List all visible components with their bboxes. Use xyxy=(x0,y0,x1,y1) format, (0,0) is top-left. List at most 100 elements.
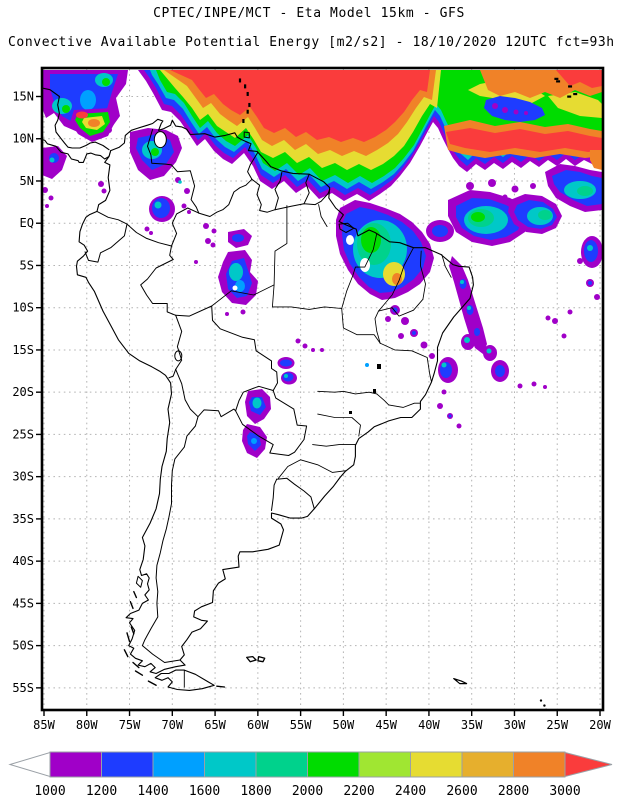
country-border xyxy=(303,173,310,205)
cape-dot xyxy=(420,341,428,349)
cape-dot xyxy=(284,374,288,378)
central-america-pacific-coast xyxy=(41,139,110,163)
cape-field xyxy=(42,70,603,458)
cape-blob xyxy=(282,372,294,382)
state-border xyxy=(374,310,381,344)
state-border xyxy=(378,298,424,317)
cape-dot xyxy=(429,353,435,359)
cape-dot xyxy=(225,312,229,316)
cape-dot xyxy=(106,127,112,133)
state-border xyxy=(317,390,378,395)
cape-dot xyxy=(401,317,409,325)
lon-tick-label: 65W xyxy=(204,718,226,732)
cape-dot xyxy=(492,103,498,109)
cape-dot xyxy=(543,385,547,389)
fjord-island xyxy=(123,649,129,658)
isla-de-los-estados xyxy=(216,685,226,688)
cape-blob xyxy=(88,119,100,127)
colorbar-tick-label: 2400 xyxy=(395,784,426,799)
lat-tick-label: 35S xyxy=(12,512,34,526)
cape-dot xyxy=(240,309,246,315)
cape-dot xyxy=(49,157,55,163)
cape-dot xyxy=(517,383,523,389)
cape-dot xyxy=(178,180,182,184)
map-frame xyxy=(40,66,605,712)
lat-tick-label: 40S xyxy=(12,554,34,568)
colorbar-segment xyxy=(513,751,566,778)
fjord-island xyxy=(126,632,131,643)
colorbar-segment xyxy=(255,751,308,778)
cape-dot xyxy=(184,188,190,194)
state-border xyxy=(317,413,361,437)
title-line-2: Convective Available Potential Energy [m… xyxy=(8,35,615,50)
country-border xyxy=(126,223,174,260)
cape-dot xyxy=(545,315,551,321)
cape-dot xyxy=(531,381,537,387)
state-border xyxy=(419,250,426,300)
cape-dot xyxy=(211,228,217,234)
reservoir-speck xyxy=(349,411,352,414)
country-border xyxy=(274,203,305,211)
cape-verde-island xyxy=(554,77,559,80)
antilles-island xyxy=(246,109,249,114)
cape-blob xyxy=(76,111,88,119)
lat-tick-label: 10N xyxy=(12,132,34,146)
country-border xyxy=(175,314,183,370)
cape-dot xyxy=(561,333,567,339)
colorbar-segment xyxy=(49,751,102,778)
colorbar-segment xyxy=(152,751,205,778)
cape-dot xyxy=(320,348,324,352)
colorbar-tick-label: 1200 xyxy=(86,784,117,799)
cape-dot xyxy=(467,306,471,310)
cape-blob xyxy=(235,280,245,292)
south-sandwich-island xyxy=(539,699,543,702)
country-border xyxy=(272,390,308,440)
colorbar-tick-label: 1400 xyxy=(137,784,168,799)
colorbar-segment xyxy=(307,751,360,778)
lat-tick-label: 45S xyxy=(12,596,34,610)
country-border xyxy=(197,408,237,418)
colorbar-tick-label: 3000 xyxy=(549,784,580,799)
cape-dot xyxy=(62,105,70,113)
colorbar-tick-label: 2600 xyxy=(446,784,477,799)
cape-dot xyxy=(460,280,464,284)
state-border xyxy=(388,402,421,408)
state-border xyxy=(341,232,378,309)
lat-tick-label: 15S xyxy=(12,343,34,357)
cape-dot xyxy=(45,204,49,208)
reservoir-speck xyxy=(377,364,381,369)
falkland-west xyxy=(246,655,257,663)
lon-tick-label: 75W xyxy=(119,718,141,732)
lon-tick-label: 40W xyxy=(418,718,440,732)
cape-dot xyxy=(513,109,519,115)
colorbar-segment xyxy=(410,751,463,778)
cape-dot xyxy=(466,182,474,190)
cape-blob xyxy=(232,234,244,242)
colorbar-segment xyxy=(204,751,257,778)
country-border xyxy=(84,223,128,263)
cape-dot xyxy=(567,309,573,315)
country-border xyxy=(147,128,200,214)
lon-tick-label: 30W xyxy=(504,718,526,732)
falkland-east xyxy=(257,655,266,663)
cape-dot xyxy=(151,148,159,156)
axis-labels: 85W 80W 75W 70W 65W 60W 55W 50W 45W 40W 35W 30W 25W 2… xyxy=(12,90,611,733)
cape-dot xyxy=(448,414,452,418)
lon-tick-label: 20W xyxy=(589,718,611,732)
cape-blob xyxy=(538,210,552,220)
colorbar-segment xyxy=(101,751,154,778)
lon-tick-label: 25W xyxy=(546,718,568,732)
cape-blob xyxy=(577,186,593,196)
country-border xyxy=(198,178,253,217)
fjord-island xyxy=(147,680,157,686)
chiloe-island xyxy=(135,575,143,588)
lake-maracaibo xyxy=(153,131,167,149)
country-border xyxy=(141,416,199,663)
cape-dot xyxy=(42,187,48,193)
country-border xyxy=(247,151,259,180)
south-america-coastline xyxy=(75,118,474,675)
lat-tick-label: 50S xyxy=(12,639,34,653)
lat-tick-label: 10S xyxy=(12,301,34,315)
state-border xyxy=(271,284,343,310)
